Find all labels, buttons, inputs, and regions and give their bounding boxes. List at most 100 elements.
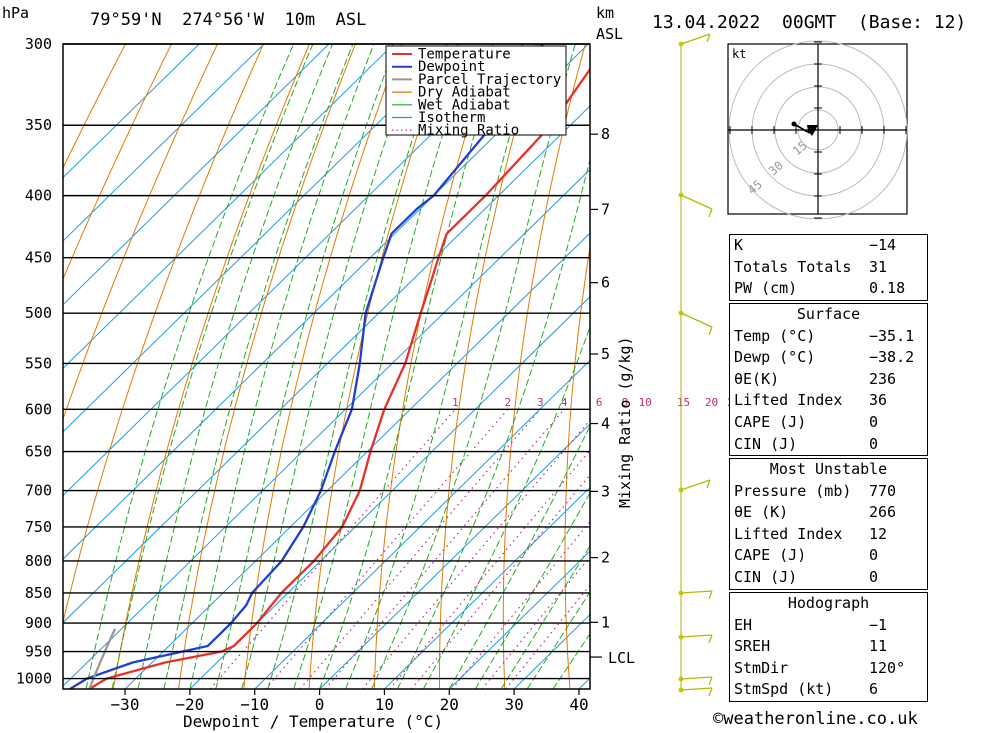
- hodograph-point: [791, 121, 797, 127]
- temperature-tick-label: 40: [569, 695, 588, 714]
- legend-label: Dry Adiabat: [418, 85, 511, 101]
- temperature-tick-label: 20: [440, 695, 459, 714]
- pressure-tick-label: 950: [25, 643, 52, 661]
- isotherm-line: [63, 44, 330, 306]
- wind-barb-flag: [708, 590, 713, 600]
- legend-label: Dewpoint: [418, 59, 485, 75]
- pressure-tick-label: 600: [25, 400, 52, 418]
- pressure-tick-label: 400: [25, 187, 52, 205]
- x-axis-title: Dewpoint / Temperature (°C): [183, 712, 443, 731]
- isotherm-line: [63, 168, 590, 687]
- mu-pressure-row: Pressure (mb) 770: [734, 481, 897, 500]
- eh-row: EH −1: [734, 615, 888, 634]
- isotherm-line: [63, 44, 265, 242]
- stmspd-row: StmSpd (kt) 6: [734, 680, 879, 699]
- wind-barb-shaft: [680, 194, 713, 210]
- isotherm-line: [384, 486, 590, 689]
- pressure-tick-label: 700: [25, 482, 52, 500]
- isotherm-line: [124, 232, 590, 689]
- legend-label: Mixing Ratio: [418, 123, 519, 139]
- isotherm-line: [63, 105, 590, 624]
- isotherm-line: [63, 44, 395, 370]
- wet-adiabat-line: [85, 44, 295, 689]
- surface-cape-row: CAPE (J) 0: [734, 412, 879, 431]
- most-unstable-title: Most Unstable: [769, 460, 888, 478]
- wind-barb-shaft: [680, 676, 713, 680]
- isotherm-line: [63, 44, 459, 433]
- hodograph-table: Hodograph EH −1 SREH 11 StmDir 120° StmSpd …: [729, 592, 928, 702]
- wet-adiabat-line: [215, 44, 397, 689]
- altitude-tick-label: 8: [601, 125, 610, 143]
- mixing-ratio-label: 10: [639, 396, 652, 409]
- pressure-axis: 300 350 400 450 500 550 600 650 700 750 800 850 900 9…: [16, 35, 52, 688]
- isotherm-line: [63, 44, 589, 560]
- k-index-row: K −14: [734, 236, 897, 254]
- mu-li-row: Lifted Index 12: [734, 524, 888, 543]
- surface-dewp-row: Dewp (°C) −38.2: [734, 348, 915, 367]
- altitude-tick-label: 5: [601, 345, 610, 363]
- mu-cape-row: CAPE (J) 0: [734, 546, 879, 565]
- mixing-ratio-label: 3: [537, 396, 544, 409]
- altitude-tick-label: 3: [601, 482, 610, 500]
- hodograph-trace: [793, 123, 811, 134]
- mixing-ratio-line: [265, 408, 509, 689]
- altitude-tick-label: 6: [601, 274, 610, 292]
- totals-totals-row: Totals Totals 31: [734, 257, 888, 276]
- pressure-tick-label: 550: [25, 354, 52, 372]
- wet-adiabat-line: [111, 44, 314, 689]
- pressure-unit-label: hPa: [2, 4, 30, 22]
- pressure-tick-label: 850: [25, 584, 52, 602]
- pressure-tick-label: 1000: [16, 670, 52, 688]
- isotherm-line: [254, 359, 590, 689]
- y2-axis-title: Mixing Ratio (g/kg): [616, 336, 634, 508]
- wind-barb-flag: [706, 479, 711, 489]
- altitude-unit-label: km: [596, 4, 615, 22]
- wind-barb-flag: [708, 687, 713, 697]
- mixing-ratio-label: 2: [505, 396, 512, 409]
- lcl-label: LCL: [608, 649, 635, 667]
- wind-barb-flag: [708, 326, 713, 336]
- pw-row: PW (cm) 0.18: [734, 279, 906, 298]
- altitude-tick-label: 1: [601, 613, 610, 631]
- wind-barb-flag: [708, 634, 713, 644]
- temperature-tick-label: 10: [375, 695, 394, 714]
- temperature-tick-label: −10: [240, 695, 269, 714]
- temperature-tick-label: −20: [175, 695, 204, 714]
- surface-thetae-row: θE(K) 236: [734, 369, 897, 388]
- mu-thetae-row: θE (K) 266: [734, 503, 897, 522]
- mixing-ratio-label: 6: [596, 396, 603, 409]
- isotherm-line: [63, 44, 200, 179]
- mixing-ratio-label: 20: [705, 396, 718, 409]
- mixing-ratio-labels: 12346810152025: [452, 396, 740, 409]
- wet-adiabat-line: [163, 44, 354, 689]
- pressure-tick-label: 500: [25, 304, 52, 322]
- pressure-tick-label: 750: [25, 518, 52, 536]
- wind-barb-shaft: [680, 479, 711, 491]
- wet-adiabat-line: [241, 44, 420, 689]
- surface-temp-row: Temp (°C) −35.1: [734, 326, 915, 345]
- wind-barb-shaft: [680, 590, 713, 594]
- altitude-tick-label: 7: [601, 200, 610, 218]
- datetime-title: 13.04.2022 00GMT (Base: 12): [652, 12, 967, 33]
- temperature-tick-label: 30: [505, 695, 524, 714]
- altitude-tick-label: 4: [601, 415, 610, 433]
- legend-label: Wet Adiabat: [418, 97, 511, 113]
- hodograph-title: Hodograph: [787, 594, 870, 612]
- legend-label: Parcel Trajectory: [418, 72, 561, 88]
- wind-barbs: [678, 33, 713, 697]
- wind-barb-shaft: [680, 33, 711, 45]
- altitude-tick-label: 2: [601, 549, 610, 567]
- wet-adiabat-line: [267, 44, 445, 689]
- legend-label: Temperature: [418, 47, 511, 63]
- pressure-tick-label: 900: [25, 614, 52, 632]
- wind-barb-flag: [708, 208, 713, 218]
- isotherm-line: [448, 550, 590, 689]
- mixing-ratio-label: 8: [621, 396, 628, 409]
- storm-motion-marker: [807, 125, 818, 136]
- wind-barb-shaft: [680, 312, 713, 328]
- surface-cin-row: CIN (J) 0: [734, 434, 879, 453]
- copyright-icon: ©: [713, 709, 724, 729]
